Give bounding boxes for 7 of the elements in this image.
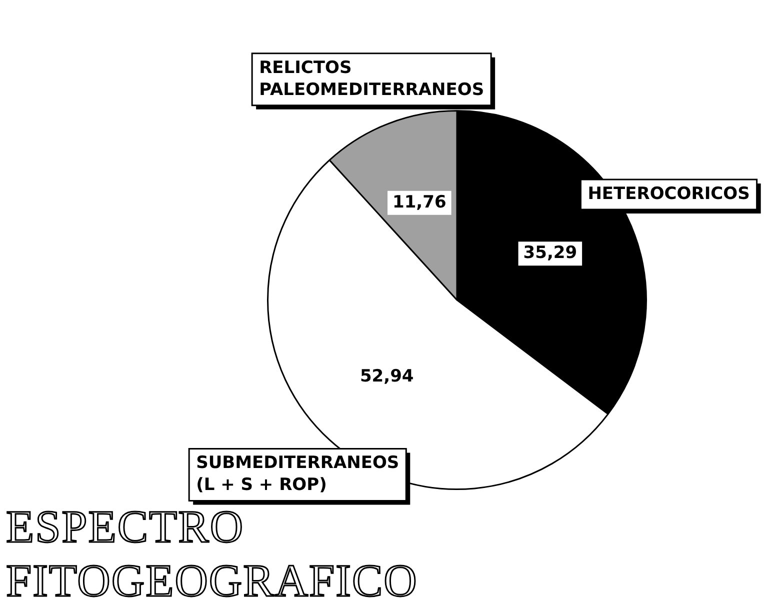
slice-label: SUBMEDITERRANEOS (L + S + ROP) bbox=[196, 453, 400, 496]
data-label: 52,94 bbox=[360, 366, 414, 386]
data-label: 11,76 bbox=[392, 192, 446, 212]
slice-label: HETEROCORICOS bbox=[588, 184, 750, 204]
data-label: 35,29 bbox=[523, 243, 578, 264]
slice-label: RELICTOS PALEOMEDITERRANEOS bbox=[259, 58, 484, 100]
text: ESPECTRO FITOGEOGRAFICO bbox=[6, 500, 418, 608]
